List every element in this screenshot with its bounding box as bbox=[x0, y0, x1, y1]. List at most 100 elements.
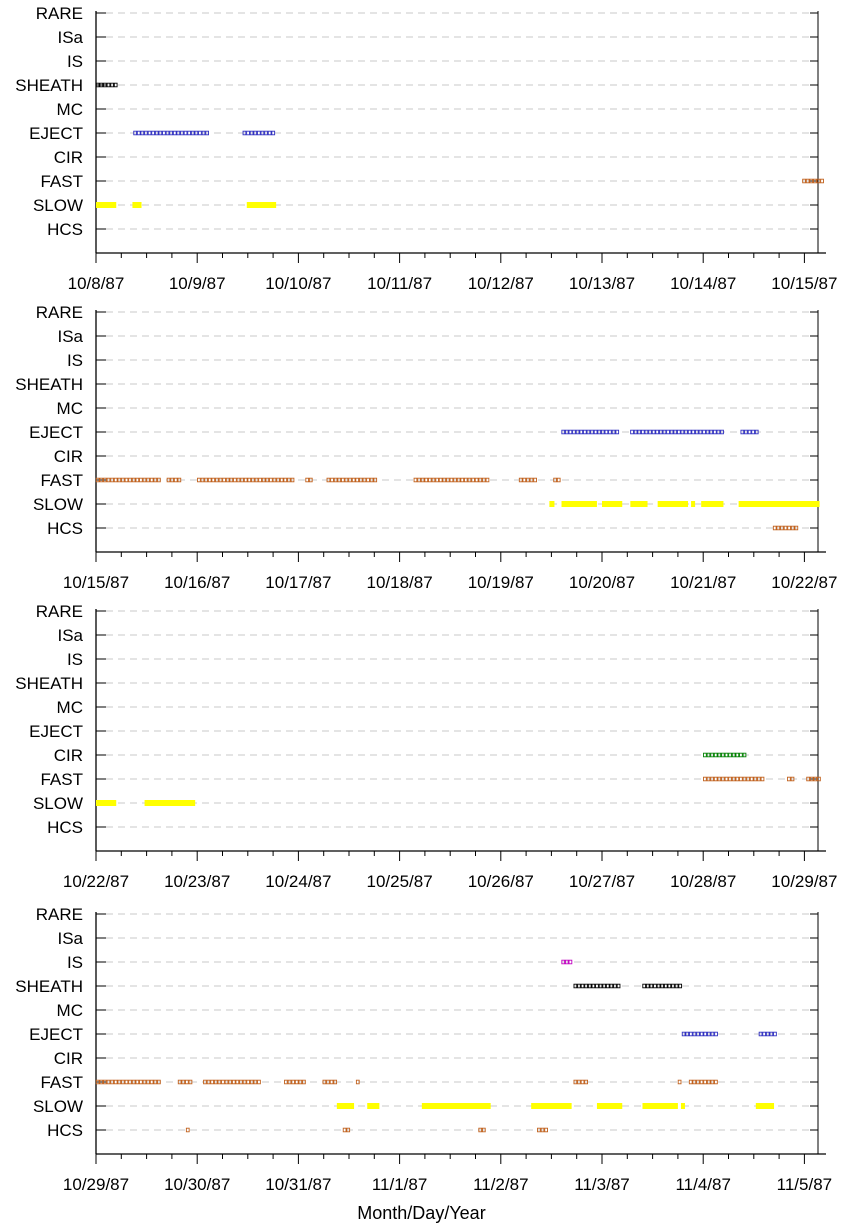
x-tick-label: 10/18/87 bbox=[367, 573, 433, 592]
event-bar-hcs bbox=[185, 1127, 190, 1133]
event-marker bbox=[169, 130, 173, 136]
event-marker bbox=[653, 983, 657, 989]
event-marker bbox=[673, 429, 678, 435]
event-marker bbox=[802, 178, 806, 184]
event-marker bbox=[703, 1079, 707, 1085]
x-tick-label: 11/1/87 bbox=[372, 1175, 427, 1194]
event-bar-fast bbox=[413, 477, 490, 483]
event-marker bbox=[157, 477, 161, 483]
category-label: IS bbox=[67, 52, 83, 71]
event-marker bbox=[348, 477, 352, 483]
event-marker bbox=[346, 1127, 351, 1133]
event-marker bbox=[165, 130, 170, 136]
event-marker bbox=[424, 477, 429, 483]
event-marker bbox=[666, 429, 670, 435]
event-marker bbox=[110, 477, 114, 483]
event-marker bbox=[121, 1079, 125, 1085]
x-tick-label: 10/11/87 bbox=[367, 274, 432, 293]
event-marker bbox=[590, 429, 594, 435]
event-marker bbox=[591, 983, 596, 989]
category-label: ISa bbox=[57, 929, 83, 948]
event-marker bbox=[813, 776, 818, 782]
category-label: IS bbox=[67, 650, 83, 669]
event-marker bbox=[696, 1079, 700, 1085]
event-marker bbox=[142, 1079, 147, 1085]
event-marker bbox=[243, 477, 248, 483]
event-marker bbox=[597, 429, 602, 435]
x-tick-label: 11/4/87 bbox=[675, 1175, 730, 1194]
event-marker bbox=[198, 130, 202, 136]
event-marker bbox=[805, 178, 810, 184]
event-marker bbox=[658, 429, 663, 435]
x-tick-label: 10/8/87 bbox=[68, 274, 125, 293]
category-label: SHEATH bbox=[15, 76, 83, 95]
x-tick-label: 10/31/87 bbox=[265, 1175, 331, 1194]
event-marker bbox=[713, 752, 718, 758]
event-marker bbox=[362, 477, 367, 483]
x-tick-label: 10/9/87 bbox=[169, 274, 226, 293]
event-marker bbox=[258, 477, 262, 483]
event-marker bbox=[106, 1079, 111, 1085]
event-marker bbox=[170, 477, 174, 483]
category-label: HCS bbox=[47, 519, 83, 538]
event-marker bbox=[630, 429, 634, 435]
x-tick-label: 10/15/87 bbox=[63, 573, 129, 592]
event-marker bbox=[176, 130, 181, 136]
event-marker bbox=[213, 1079, 218, 1085]
event-marker bbox=[247, 477, 252, 483]
event-marker bbox=[688, 1079, 693, 1085]
category-label: ISa bbox=[57, 327, 83, 346]
event-marker bbox=[769, 1031, 774, 1037]
event-marker bbox=[305, 477, 310, 483]
event-marker bbox=[291, 1079, 295, 1085]
event-marker bbox=[482, 477, 486, 483]
event-marker bbox=[760, 776, 765, 782]
event-marker bbox=[366, 477, 370, 483]
x-tick-label: 10/22/87 bbox=[771, 573, 837, 592]
event-marker bbox=[251, 477, 255, 483]
event-marker bbox=[210, 1079, 215, 1085]
event-marker bbox=[602, 983, 607, 989]
category-label: RARE bbox=[36, 602, 83, 621]
x-tick-label: 10/19/87 bbox=[468, 573, 534, 592]
event-marker bbox=[739, 752, 743, 758]
category-label: SLOW bbox=[33, 1097, 83, 1116]
event-bar-sheath bbox=[642, 983, 683, 989]
event-bar-slow bbox=[657, 501, 689, 507]
x-tick-label: 10/28/87 bbox=[670, 872, 736, 891]
chart-panel-4: RARE ISa IS SHEATH MC EJECT CIR FAST SLOW HCS 10/2… bbox=[15, 905, 832, 1194]
event-marker bbox=[637, 429, 642, 435]
event-marker bbox=[106, 477, 111, 483]
x-tick-label: 10/26/87 bbox=[468, 872, 534, 891]
event-marker bbox=[187, 130, 191, 136]
event-marker bbox=[333, 477, 338, 483]
event-marker bbox=[99, 477, 104, 483]
event-marker bbox=[113, 82, 118, 88]
event-marker bbox=[287, 477, 291, 483]
x-tick-label: 10/27/87 bbox=[569, 872, 635, 891]
category-label: MC bbox=[57, 698, 83, 717]
event-marker bbox=[283, 477, 288, 483]
event-marker bbox=[197, 477, 201, 483]
event-marker bbox=[706, 1079, 711, 1085]
event-marker bbox=[373, 477, 378, 483]
event-marker bbox=[253, 130, 258, 136]
event-marker bbox=[113, 1079, 118, 1085]
event-marker bbox=[790, 776, 795, 782]
category-label: RARE bbox=[36, 303, 83, 322]
event-marker bbox=[692, 1079, 697, 1085]
event-marker bbox=[139, 1079, 143, 1085]
event-marker bbox=[772, 525, 777, 531]
event-marker bbox=[669, 429, 674, 435]
event-bar-slow bbox=[549, 501, 555, 507]
event-bar-fast bbox=[95, 477, 161, 483]
event-marker bbox=[131, 477, 136, 483]
event-marker bbox=[322, 1079, 327, 1085]
event-marker bbox=[728, 752, 732, 758]
event-marker bbox=[481, 1127, 486, 1133]
event-bar-fast bbox=[806, 776, 821, 782]
event-marker bbox=[326, 1079, 330, 1085]
event-marker bbox=[699, 1079, 704, 1085]
category-label: HCS bbox=[47, 1121, 83, 1140]
